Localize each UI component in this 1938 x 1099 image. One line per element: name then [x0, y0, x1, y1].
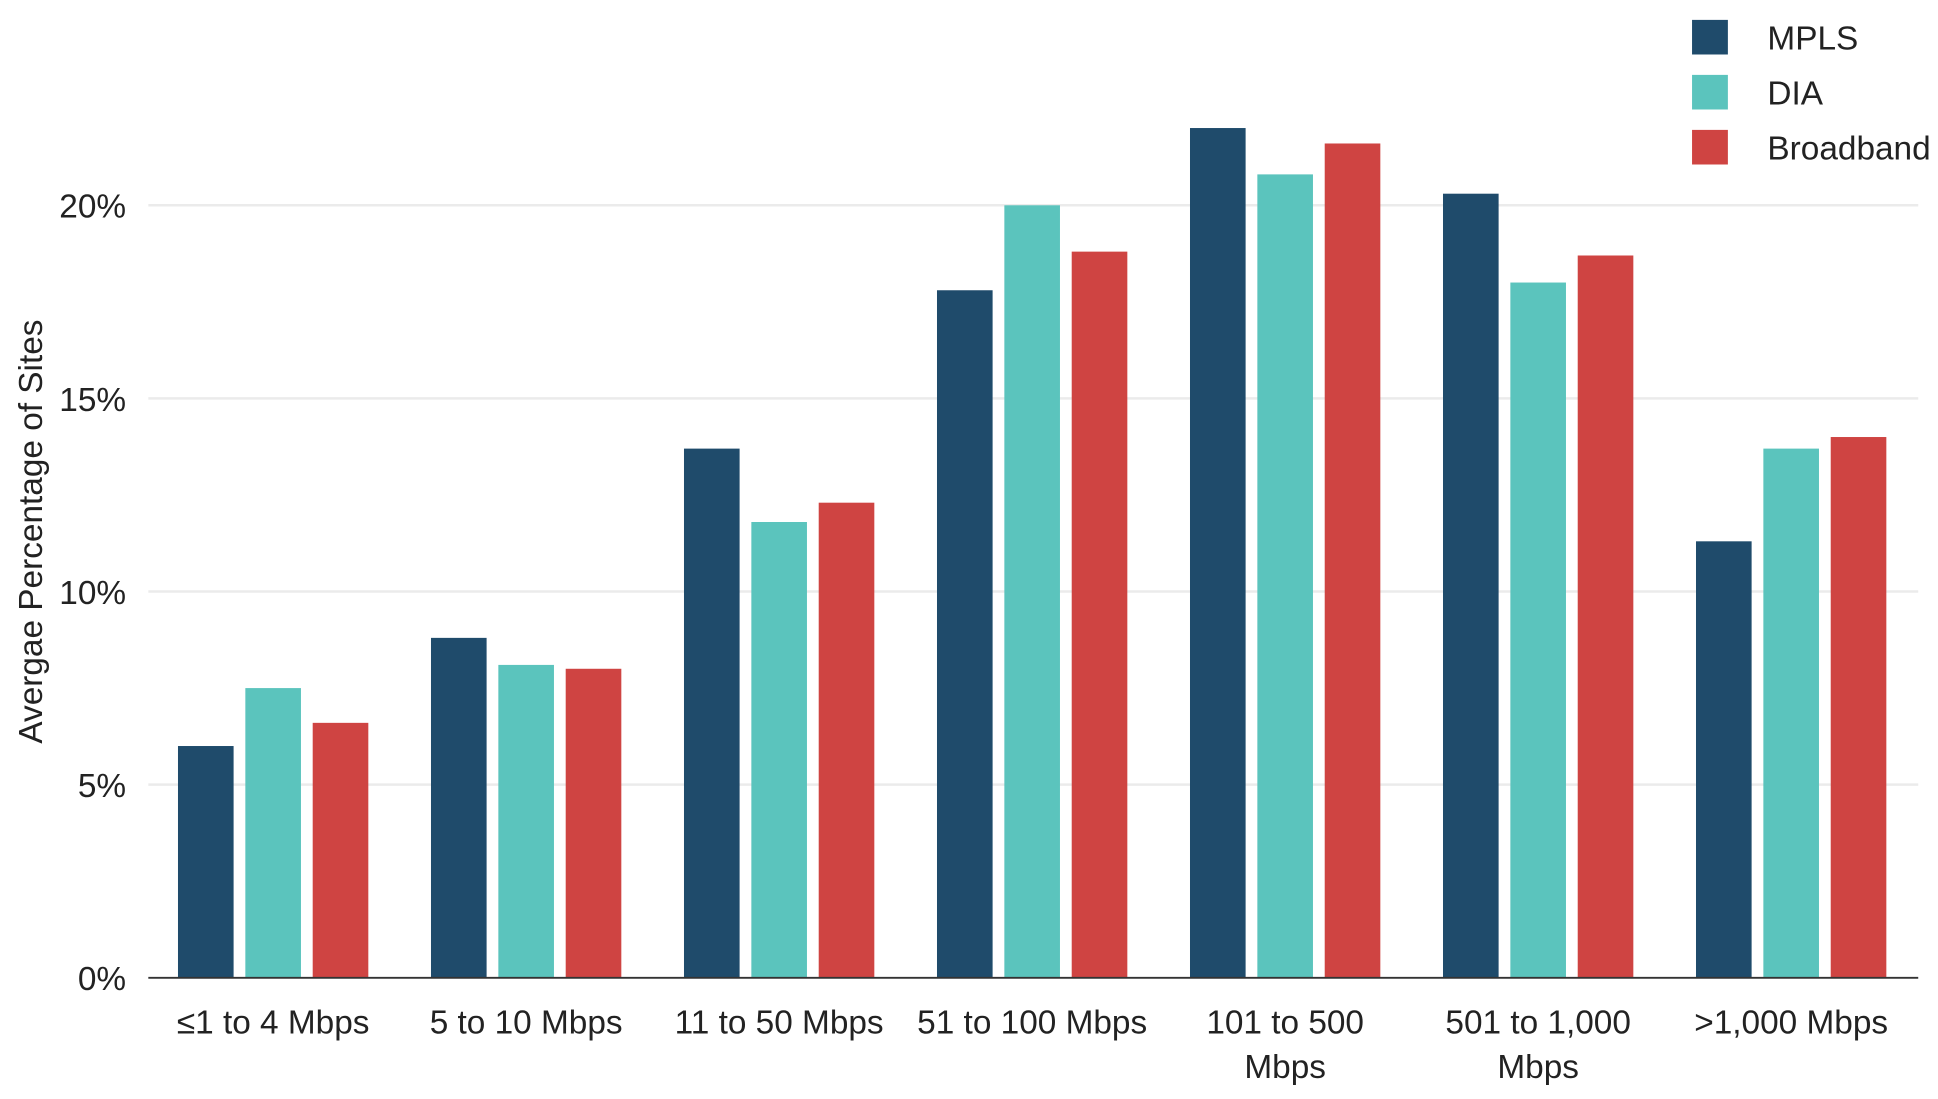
legend-swatch-mpls: [1692, 19, 1728, 55]
y-tick-label: 10%: [59, 575, 126, 612]
bar-broadband: [1577, 255, 1634, 978]
y-axis-label: Avergae Percentage of Sites: [13, 320, 50, 744]
x-tick-label: 11 to 50 Mbps: [675, 1004, 884, 1041]
legend: MPLS DIA Broadband: [1692, 19, 1931, 168]
y-tick-label: 15%: [59, 382, 126, 419]
bar-mpls: [430, 637, 487, 978]
bar-mpls: [1442, 193, 1499, 978]
bar-mpls: [683, 448, 740, 978]
bar-broadband: [565, 668, 622, 978]
bar-mpls: [177, 746, 234, 978]
bar-dia: [1257, 174, 1313, 978]
legend-swatch-dia: [1692, 74, 1728, 110]
bar-broadband: [312, 722, 369, 978]
x-tick-label: 501 to 1,000: [1445, 1004, 1631, 1041]
bar-mpls: [1695, 541, 1752, 978]
x-tick-label: Mbps: [1244, 1049, 1326, 1086]
bar-dia: [1510, 282, 1566, 978]
bar-broadband: [1830, 437, 1887, 978]
y-tick-label: 0%: [78, 961, 126, 998]
x-tick-label: 5 to 10 Mbps: [430, 1004, 623, 1041]
y-tick-label: 5%: [78, 768, 126, 805]
x-axis-ticks: ≤1 to 4 Mbps 5 to 10 Mbps 11 to 50 Mbps 51 …: [177, 1004, 1888, 1085]
x-tick-label: ≤1 to 4 Mbps: [177, 1004, 370, 1041]
x-tick-label: Mbps: [1497, 1049, 1579, 1086]
legend-swatch-broadband: [1692, 129, 1728, 165]
legend-label-broadband: Broadband: [1767, 131, 1930, 168]
x-tick-label: >1,000 Mbps: [1694, 1004, 1888, 1041]
bar-dia: [1763, 448, 1819, 978]
bar-mpls: [936, 290, 993, 978]
legend-label-dia: DIA: [1767, 76, 1823, 113]
x-tick-label: 101 to 500: [1206, 1004, 1364, 1041]
bar-mpls: [1189, 128, 1246, 978]
bar-broadband: [818, 502, 875, 978]
bar-dia: [1004, 205, 1060, 978]
bar-broadband: [1071, 251, 1128, 978]
x-tick-label: 51 to 100 Mbps: [917, 1004, 1147, 1041]
bar-dia: [751, 521, 807, 978]
y-tick-label: 20%: [59, 189, 126, 226]
legend-label-mpls: MPLS: [1767, 21, 1858, 58]
bars: [177, 128, 1887, 978]
bar-dia: [245, 688, 301, 978]
y-axis-ticks: 0% 5% 10% 15% 20%: [59, 189, 126, 998]
bar-broadband: [1324, 143, 1381, 978]
bar-dia: [498, 664, 554, 978]
